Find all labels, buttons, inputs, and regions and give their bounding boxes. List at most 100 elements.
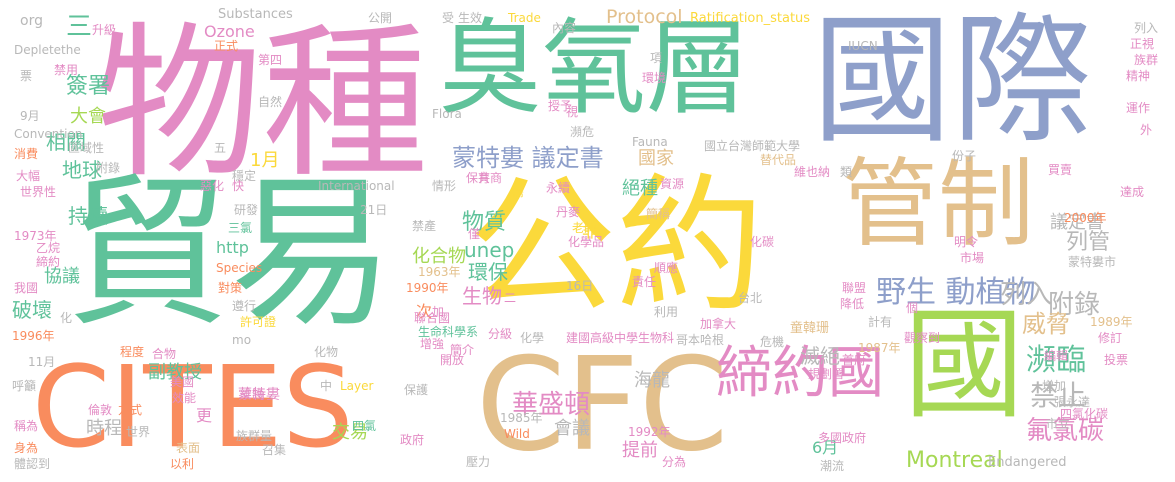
word: 交易 xyxy=(332,422,368,443)
word: 物質 xyxy=(462,210,507,235)
word: 附錄 xyxy=(96,161,121,175)
word: 蒙特婁 議定書 xyxy=(452,144,604,172)
word: 需 xyxy=(512,185,525,199)
word: 臭氧層 xyxy=(438,7,751,129)
word: 列入 xyxy=(1000,280,1053,310)
word: 美國 xyxy=(170,375,195,389)
word: Flora xyxy=(432,107,462,121)
word: 生命科學系 xyxy=(418,325,479,339)
word: 公開 xyxy=(368,11,393,25)
word: 加 xyxy=(432,305,445,319)
word: 體認到 xyxy=(14,457,51,471)
word: 11月 xyxy=(28,355,56,369)
word: 國家 xyxy=(638,148,674,169)
word: 生物 xyxy=(462,284,502,308)
word: 乙烷 xyxy=(36,241,61,255)
word: 中 xyxy=(320,379,333,393)
word: Depletethe xyxy=(14,43,81,57)
word: mo xyxy=(232,333,252,347)
word: Ratification_status xyxy=(690,11,811,26)
word: 禁產 xyxy=(412,219,437,233)
word: Layer xyxy=(340,379,374,393)
word: 投票 xyxy=(1104,353,1129,367)
word: 提前 xyxy=(622,440,658,461)
word: 增加 xyxy=(1042,379,1067,393)
word: 共商 xyxy=(478,171,503,185)
word: 觀察到 xyxy=(904,331,941,345)
word: 授予 xyxy=(548,99,573,113)
word: 1987年 xyxy=(858,341,901,355)
word: 惡化 xyxy=(200,179,225,193)
word: 簡介 xyxy=(450,343,475,357)
word: 份子 xyxy=(952,149,977,163)
word: 買賣 xyxy=(1048,163,1073,177)
word: Protocol xyxy=(606,6,683,28)
word: 華盛頓 xyxy=(512,390,591,420)
word: 大幅 xyxy=(16,169,41,183)
word: Substances xyxy=(218,7,293,22)
word: 壓力 xyxy=(466,455,491,469)
word: 21日 xyxy=(360,203,388,217)
word: 內容 xyxy=(552,21,577,35)
word: 1985年 xyxy=(500,411,543,425)
word: 非 xyxy=(582,222,599,241)
word: 化學品 xyxy=(568,235,605,249)
word: IUCN xyxy=(848,39,878,53)
word: 2000年 xyxy=(1064,211,1107,225)
word: 呼籲 xyxy=(12,379,37,393)
word: 二 xyxy=(504,291,517,305)
word: 許可證 xyxy=(240,315,277,329)
word: 稱為 xyxy=(14,419,39,433)
word: 地球 xyxy=(62,158,102,182)
word: 僅 xyxy=(468,227,481,241)
word: 國立台灣師範大學 xyxy=(704,139,801,153)
word: 五 xyxy=(214,141,227,155)
word: 增強 xyxy=(420,337,445,351)
word: 化 xyxy=(60,311,73,325)
word: 個 xyxy=(906,301,919,315)
word: 環境 xyxy=(642,71,667,85)
word: 族群量 xyxy=(236,429,273,443)
word: 替代品 xyxy=(760,153,797,167)
word: 議定書 xyxy=(1050,212,1104,233)
word: 更 xyxy=(196,406,213,425)
word: 召集 xyxy=(262,443,287,457)
word: http xyxy=(216,238,249,257)
word: 附錄 xyxy=(1048,290,1101,320)
word: 破壞 xyxy=(12,298,52,322)
word: 規劃署 xyxy=(808,367,845,381)
word: 化物 xyxy=(314,345,339,359)
word: 持續 xyxy=(68,204,108,228)
word: 市場 xyxy=(960,251,985,265)
word: 相關 xyxy=(46,130,86,154)
word: 1992年 xyxy=(628,425,671,439)
word: 環保 xyxy=(468,260,508,284)
word: 達成 xyxy=(1120,185,1145,199)
word: 情形 xyxy=(432,179,457,193)
word: 滅絕 xyxy=(800,344,840,368)
word: 大會 xyxy=(70,106,106,127)
word: 研發 xyxy=(234,203,259,217)
word: 方式 xyxy=(118,403,143,417)
word: Ozone xyxy=(204,22,255,41)
word: 程度 xyxy=(120,345,145,359)
word: 聯合國 xyxy=(414,311,451,325)
word: Endangered xyxy=(988,455,1067,470)
word: 開放 xyxy=(440,353,465,367)
word: 氟氯碳 xyxy=(1026,416,1105,446)
word: 加拿大 xyxy=(700,317,737,331)
word: 四氯化碳 xyxy=(1060,407,1109,421)
word: 台北 xyxy=(738,291,763,305)
word: 化碳 xyxy=(750,235,775,249)
word: 類 xyxy=(840,165,853,179)
word: 精神 xyxy=(1126,69,1151,83)
word: 6月 xyxy=(812,438,839,457)
word: 政府 xyxy=(400,433,425,447)
word: 16日 xyxy=(566,279,594,293)
word: 老師 xyxy=(572,221,597,235)
word: Wild xyxy=(504,427,530,441)
word: 世界性 xyxy=(20,185,57,199)
word: 聯盟 xyxy=(842,281,867,295)
word: 保護 xyxy=(404,383,429,397)
word: 保育 xyxy=(466,171,491,185)
